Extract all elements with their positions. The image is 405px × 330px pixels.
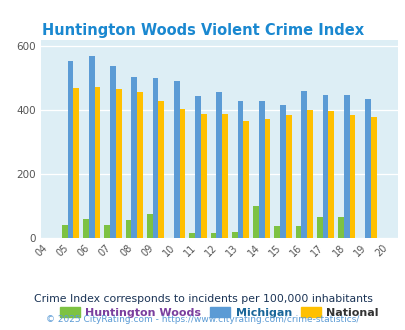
Bar [152,78,158,238]
Bar [115,89,121,238]
Bar [274,226,279,238]
Bar [131,77,137,238]
Bar [279,105,285,238]
Bar [337,217,343,238]
Text: © 2025 CityRating.com - https://www.cityrating.com/crime-statistics/: © 2025 CityRating.com - https://www.city… [46,315,359,324]
Bar [210,233,216,238]
Bar [83,219,89,238]
Bar [301,91,307,238]
Bar [62,225,67,238]
Bar [179,109,185,238]
Bar [158,101,164,238]
Bar [147,214,152,238]
Bar [316,217,322,238]
Bar [237,101,243,238]
Bar [195,96,200,238]
Bar [322,94,328,238]
Bar [349,115,354,238]
Bar [285,115,291,238]
Legend: Huntington Woods, Michigan, National: Huntington Woods, Michigan, National [55,303,382,322]
Bar [200,114,206,238]
Bar [110,66,115,238]
Text: Huntington Woods Violent Crime Index: Huntington Woods Violent Crime Index [42,23,363,38]
Bar [173,81,179,238]
Text: Crime Index corresponds to incidents per 100,000 inhabitants: Crime Index corresponds to incidents per… [34,294,371,304]
Bar [73,87,79,238]
Bar [104,225,110,238]
Bar [328,112,333,238]
Bar [89,56,94,238]
Bar [295,226,301,238]
Bar [137,92,143,238]
Bar [231,232,237,238]
Bar [258,101,264,238]
Bar [253,206,258,238]
Bar [125,220,131,238]
Bar [243,121,249,238]
Bar [343,95,349,238]
Bar [364,99,370,238]
Bar [264,119,270,238]
Bar [216,92,222,238]
Bar [94,86,100,238]
Bar [307,110,312,238]
Bar [189,233,195,238]
Bar [67,61,73,238]
Bar [370,116,376,238]
Bar [222,114,227,238]
